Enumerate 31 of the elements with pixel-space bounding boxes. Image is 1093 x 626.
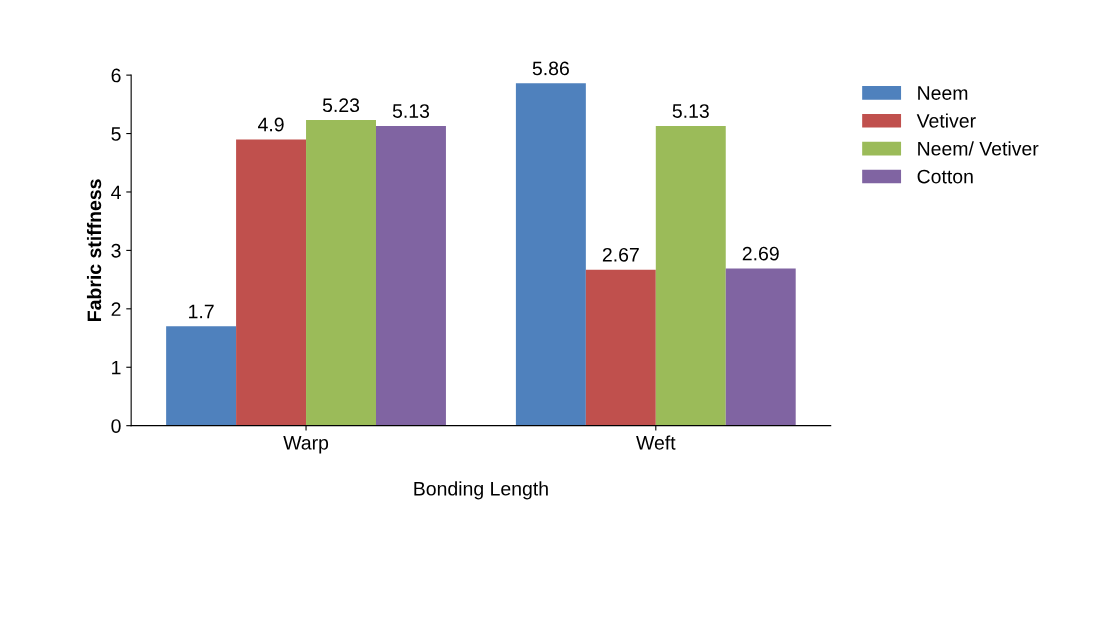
bar bbox=[725, 268, 796, 426]
data-label: 4.9 bbox=[258, 117, 284, 132]
data-label: 2.67 bbox=[602, 247, 639, 262]
bar bbox=[166, 326, 237, 426]
bar bbox=[515, 83, 586, 426]
bar bbox=[585, 269, 656, 426]
data-label: 5.23 bbox=[322, 98, 360, 113]
data-label: 2.69 bbox=[742, 246, 779, 261]
x-axis-title: Bonding Length bbox=[414, 481, 548, 500]
legend-label: Neem bbox=[918, 86, 968, 100]
data-label: 5.13 bbox=[672, 104, 709, 118]
y-tick-label: 2 bbox=[111, 302, 121, 316]
y-tick-label: 3 bbox=[111, 243, 121, 258]
y-tick-label: 4 bbox=[111, 185, 121, 200]
bar bbox=[375, 125, 446, 426]
x-tick-label: Warp bbox=[283, 436, 329, 454]
y-tick-label: 1 bbox=[112, 360, 121, 375]
data-label: 5.13 bbox=[392, 104, 430, 118]
legend-label: Neem/ Vetiver bbox=[918, 141, 1039, 156]
bar bbox=[236, 139, 307, 426]
y-tick-label: 0 bbox=[111, 419, 121, 433]
bar bbox=[306, 120, 376, 426]
bar bbox=[655, 125, 726, 426]
y-tick-label: 5 bbox=[111, 127, 121, 141]
y-axis-title: Fabric stiffness bbox=[86, 179, 102, 321]
legend-label: Vetiver bbox=[916, 113, 976, 128]
data-label: 5.86 bbox=[532, 61, 569, 76]
legend-label: Cotton bbox=[917, 169, 973, 184]
x-tick-label: Weft bbox=[636, 435, 676, 450]
data-label: 1.7 bbox=[189, 304, 214, 319]
y-tick-label: 6 bbox=[111, 68, 121, 83]
